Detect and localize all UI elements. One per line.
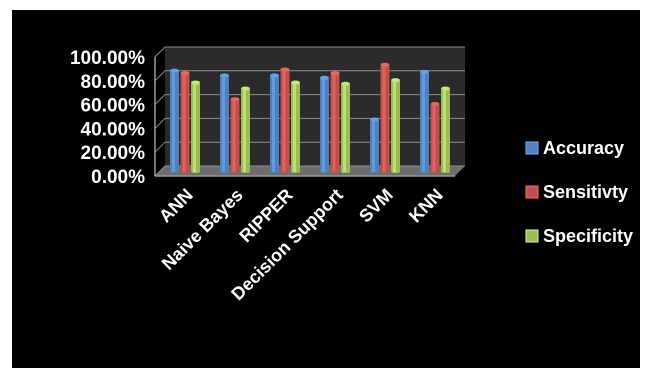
- gridline: [154, 117, 465, 129]
- bar-highlight: [222, 76, 225, 172]
- gridline: [154, 94, 465, 105]
- bar-highlight: [322, 78, 325, 172]
- y-tick-label: 80.00%: [81, 72, 146, 93]
- bar-highlight: [443, 89, 446, 172]
- y-tick-label: 20.00%: [81, 143, 146, 164]
- bar-top: [270, 73, 279, 78]
- gridline: [154, 141, 465, 153]
- bars: [170, 62, 450, 173]
- y-tick-label: 40.00%: [81, 119, 146, 140]
- gridline: [154, 46, 465, 58]
- x-category-label: ANN: [155, 185, 197, 227]
- bar-highlight: [243, 89, 246, 172]
- bar-top: [320, 75, 329, 80]
- bar-top: [380, 62, 390, 67]
- legend-label-accuracy: Accuracy: [543, 138, 624, 158]
- bar-highlight: [282, 70, 286, 172]
- bar-top: [170, 68, 179, 73]
- bar-highlight: [432, 104, 436, 172]
- bar-highlight: [332, 74, 336, 172]
- bar-highlight: [172, 71, 175, 172]
- bar-highlight: [343, 84, 346, 172]
- bar-highlight: [232, 100, 236, 172]
- gridline: [154, 70, 465, 82]
- bar-top: [370, 117, 379, 122]
- bar-highlight: [182, 74, 186, 172]
- legend-label-sensitivty: Sensitivty: [543, 182, 628, 202]
- x-category-label: SVM: [355, 185, 397, 227]
- bar-top: [341, 81, 350, 86]
- legend-label-specificity: Specificity: [543, 226, 633, 246]
- axes: [154, 57, 455, 177]
- bar-top: [430, 101, 440, 106]
- bar-top: [330, 71, 340, 76]
- bar-top: [441, 86, 450, 91]
- y-tick-label: 0.00%: [91, 167, 145, 188]
- bar-highlight: [372, 120, 375, 172]
- bar-top: [391, 78, 400, 83]
- y-tick-label: 100.00%: [70, 48, 145, 69]
- bar-top: [291, 80, 300, 85]
- bar-highlight: [293, 83, 296, 172]
- y-tick-label: 60.00%: [81, 96, 146, 117]
- bar-top: [191, 80, 200, 85]
- bar-highlight: [422, 72, 425, 172]
- plot-back-wall: [165, 47, 465, 166]
- bar-top: [230, 97, 240, 102]
- legend-swatch-accuracy: [525, 141, 539, 155]
- bar-highlight: [393, 81, 396, 172]
- bar-top: [241, 86, 250, 91]
- legend-swatch-specificity: [525, 229, 539, 243]
- gridline: [154, 165, 465, 177]
- bar-highlight: [272, 76, 275, 172]
- bar-highlight: [193, 83, 196, 172]
- bar-top: [180, 71, 190, 76]
- legend: Accuracy Sensitivty Specificity: [525, 138, 633, 246]
- x-category-label: KNN: [405, 185, 447, 227]
- bar-highlight: [382, 65, 386, 172]
- bar-top: [280, 67, 290, 72]
- bar-top: [220, 73, 229, 78]
- plot-floor: [155, 166, 465, 176]
- legend-swatch-sensitivty: [525, 185, 539, 199]
- gridlines: [154, 46, 465, 177]
- bar-top: [420, 69, 429, 74]
